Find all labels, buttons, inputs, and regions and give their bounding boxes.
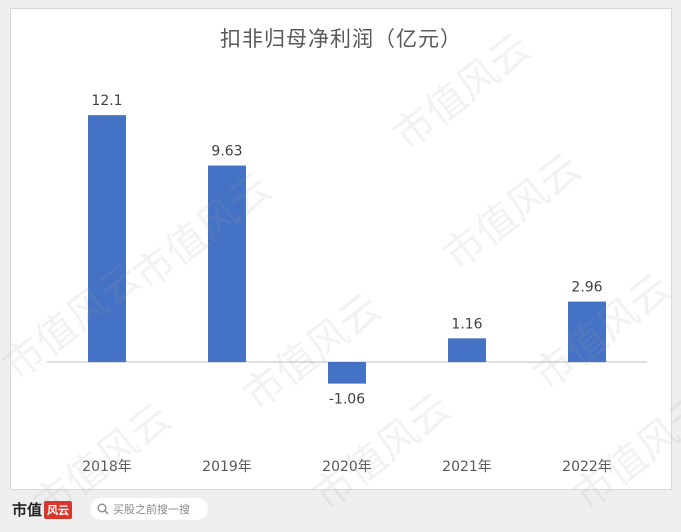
data-label-1: 9.63 <box>211 144 242 160</box>
footer-bar: 市值 风云 买股之前搜一搜 <box>0 490 681 532</box>
x-tick-label-0: 2018年 <box>82 459 132 475</box>
brand-logo[interactable]: 市值 风云 <box>12 499 73 520</box>
chart-title: 扣非归母净利润（亿元） <box>220 27 462 51</box>
data-label-0: 12.1 <box>91 93 122 109</box>
brand-badge: 风云 <box>44 500 73 519</box>
x-tick-label-3: 2021年 <box>442 459 492 475</box>
bar-3 <box>448 338 486 362</box>
data-label-4: 2.96 <box>571 280 602 296</box>
bar-4 <box>568 301 606 362</box>
bar-0 <box>88 115 126 362</box>
data-label-2: -1.06 <box>329 392 365 408</box>
x-tick-label-1: 2019年 <box>202 459 252 475</box>
search-icon <box>97 503 109 515</box>
bar-1 <box>208 165 246 362</box>
search-box[interactable]: 买股之前搜一搜 <box>90 498 208 520</box>
brand-name: 市值 <box>12 501 43 519</box>
chart-card: 扣非归母净利润（亿元） 12.1 2018年 9.63 2019年 -1.06 2020年… <box>10 8 672 490</box>
bar-2 <box>328 362 366 384</box>
data-label-3: 1.16 <box>451 316 482 332</box>
bar-chart: 12.1 2018年 9.63 2019年 -1.06 2020年 1.16 2021年 2.9… <box>47 93 647 475</box>
x-tick-label-2: 2020年 <box>322 459 372 475</box>
x-tick-label-4: 2022年 <box>562 459 612 475</box>
search-placeholder: 买股之前搜一搜 <box>113 503 190 516</box>
